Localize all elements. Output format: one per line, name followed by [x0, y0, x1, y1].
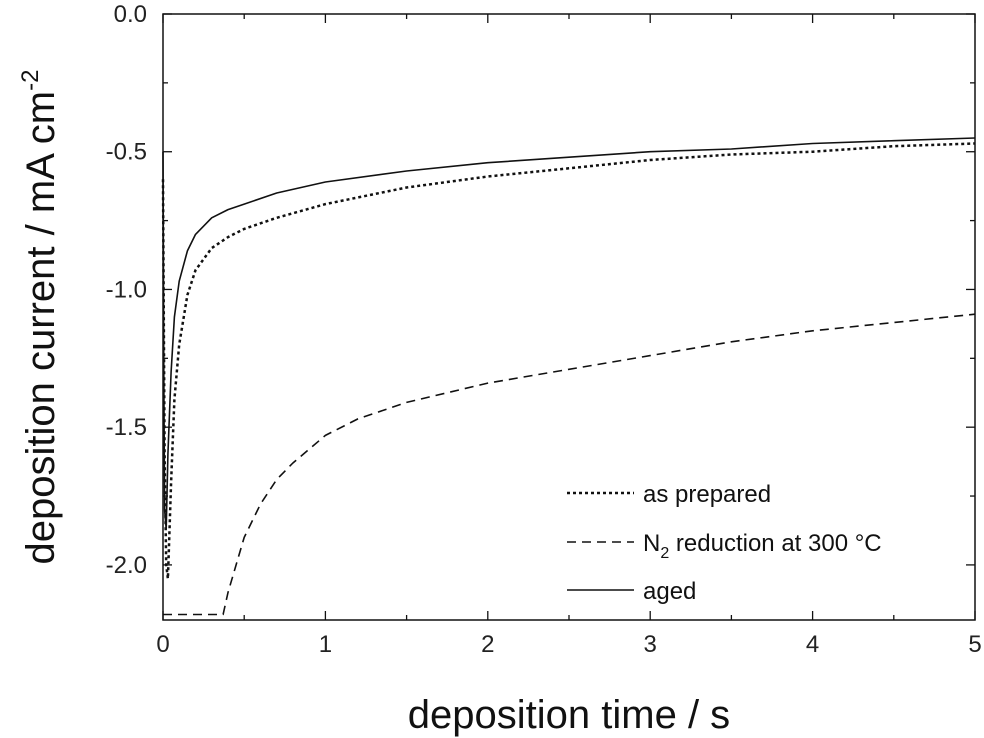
- x-tick-label: 0: [156, 631, 169, 658]
- y-axis-title-sup: -2: [17, 70, 44, 91]
- series-n2-reduction: [163, 313, 976, 616]
- legend-label-n2-reduction: N2 reduction at 300 °C: [643, 530, 882, 562]
- x-axis-title: deposition time / s: [408, 693, 730, 737]
- x-tick-label: 4: [806, 631, 819, 658]
- x-tick-label: 5: [968, 631, 981, 658]
- legend-label-as-prepared: as prepared: [643, 481, 771, 508]
- axis-tick-labels: 0 1 2 3 4 5 0.0 -0.5 -1.0 -1.5 -2.0: [106, 1, 982, 658]
- y-axis-title-main: deposition current / mA cm: [19, 91, 63, 565]
- axis-ticks: [162, 13, 976, 620]
- x-tick-label: 2: [481, 631, 494, 658]
- y-tick-label: -1.5: [106, 414, 147, 441]
- y-tick-label: -2.0: [106, 552, 147, 579]
- y-tick-label: 0.0: [114, 1, 147, 28]
- legend-label-aged: aged: [643, 578, 696, 605]
- legend-label-n2-sub: 2: [660, 545, 669, 562]
- legend-label-n2-main: N: [643, 530, 660, 557]
- x-tick-label: 3: [644, 631, 657, 658]
- series-as-prepared: [161, 142, 976, 580]
- series-layer: [161, 137, 976, 616]
- y-axis-title: deposition current / mA cm-2: [17, 70, 63, 565]
- legend: as prepared N2 reduction at 300 °C aged: [567, 481, 882, 605]
- y-tick-label: -1.0: [106, 276, 147, 303]
- y-tick-label: -0.5: [106, 139, 147, 166]
- x-tick-label: 1: [319, 631, 332, 658]
- legend-label-n2-rest: reduction at 300 °C: [669, 530, 881, 557]
- series-aged: [162, 137, 976, 530]
